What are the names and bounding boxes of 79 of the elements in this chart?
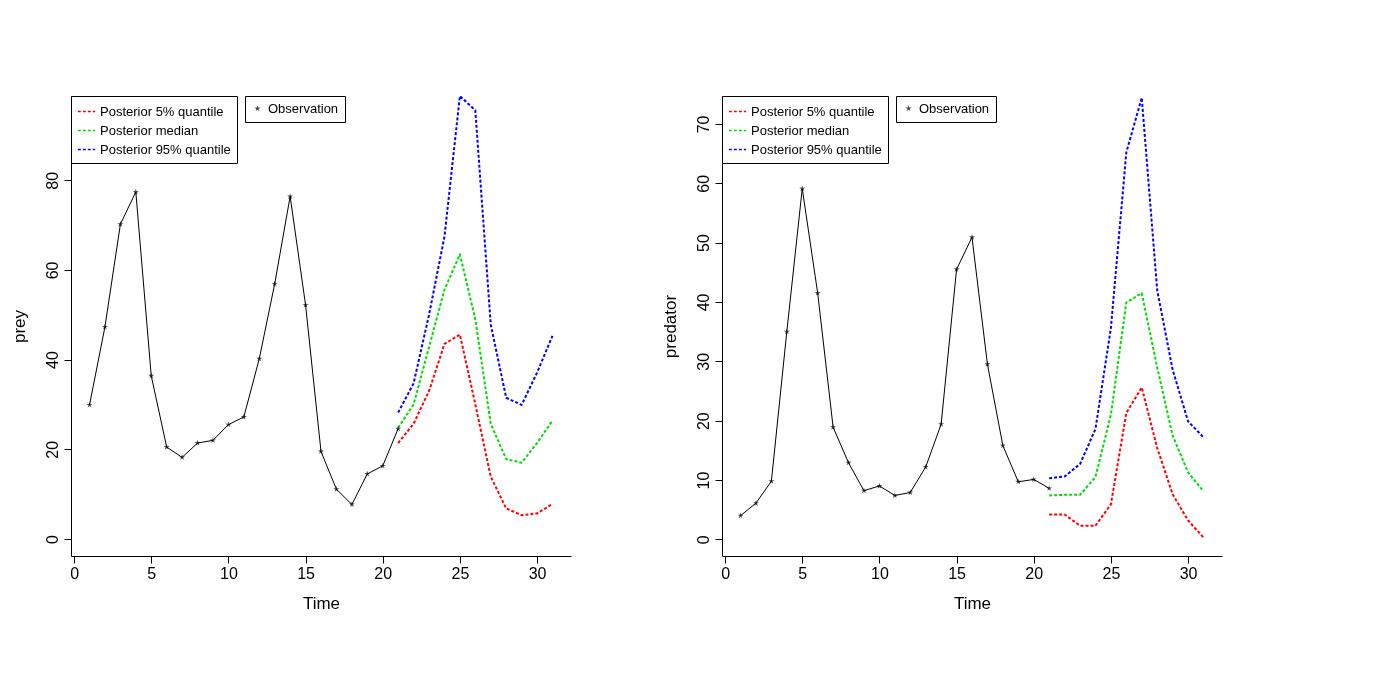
- point: [830, 424, 837, 430]
- line-series: [1048, 292, 1205, 497]
- x-tick-label: 30: [528, 564, 547, 582]
- x-tick-label: 25: [1102, 564, 1121, 582]
- line-series: [397, 253, 554, 464]
- point: [737, 512, 744, 519]
- point: [318, 448, 324, 455]
- point: [117, 221, 124, 227]
- y-tick-label: 70: [694, 115, 712, 134]
- point: [333, 486, 340, 492]
- point: [1030, 476, 1037, 482]
- point: [891, 492, 898, 499]
- point: [256, 355, 263, 362]
- point: [752, 500, 759, 506]
- y-tick-label: 30: [694, 352, 712, 371]
- point: [860, 487, 867, 494]
- x-tick-label: 15: [948, 564, 967, 582]
- point: [271, 280, 278, 287]
- point: [364, 470, 371, 477]
- x-tick-label: 0: [70, 564, 80, 582]
- point: [209, 437, 216, 443]
- line-series: [1048, 386, 1205, 539]
- point: [984, 361, 991, 367]
- point: [1046, 485, 1053, 491]
- point: [163, 443, 170, 450]
- legend-label: Posterior 5% quantile: [751, 103, 875, 119]
- point: [287, 193, 294, 199]
- point: [845, 459, 852, 466]
- line-series: [397, 96, 554, 414]
- y-tick-label: 60: [694, 174, 712, 193]
- legend-label: Observation: [268, 100, 339, 116]
- line-series: [397, 333, 554, 517]
- x-tick-label: 20: [374, 564, 393, 582]
- x-tick-label: 10: [871, 564, 889, 582]
- y-tick-label: 80: [43, 171, 61, 190]
- legend-label: Posterior median: [100, 122, 199, 138]
- x-tick-label: 10: [220, 564, 238, 582]
- y-tick-label: 20: [694, 412, 712, 431]
- y-tick-label: 20: [43, 440, 61, 459]
- x-tick-label: 5: [798, 564, 808, 582]
- point: [179, 454, 186, 460]
- x-tick-label: 20: [1025, 564, 1044, 582]
- point: [302, 301, 309, 308]
- x-axis-title: Time: [953, 593, 992, 613]
- point: [1015, 478, 1022, 485]
- x-tick-label: 30: [1179, 564, 1198, 582]
- y-tick-label: 0: [43, 534, 61, 544]
- point: [799, 185, 806, 192]
- x-tick-label: 5: [147, 564, 157, 582]
- point: [969, 234, 975, 240]
- line-series: [1048, 96, 1205, 480]
- y-tick-label: 10: [694, 471, 712, 490]
- legend-label: Posterior 95% quantile: [751, 141, 882, 157]
- legend-label: Observation: [919, 100, 990, 116]
- x-tick-label: 25: [451, 564, 470, 582]
- point: [876, 482, 883, 489]
- x-tick-label: 15: [297, 564, 316, 582]
- y-tick-label: 40: [43, 351, 61, 370]
- legend-label: Posterior 95% quantile: [100, 141, 231, 157]
- y-axis-title: predator: [660, 294, 680, 359]
- point: [240, 413, 247, 420]
- y-tick-label: 0: [694, 535, 712, 545]
- point: [768, 478, 775, 484]
- x-tick-label: 0: [721, 564, 731, 582]
- point: [922, 463, 929, 470]
- legend-label: Posterior 5% quantile: [100, 103, 224, 119]
- point: [814, 289, 821, 296]
- point: [379, 462, 386, 469]
- point: [938, 421, 945, 427]
- y-tick-label: 50: [694, 234, 712, 252]
- point: [953, 266, 960, 272]
- y-axis-title: prey: [9, 309, 29, 344]
- point: [86, 401, 93, 408]
- y-tick-label: 40: [694, 293, 712, 312]
- point: [348, 501, 355, 507]
- y-tick-label: 60: [43, 261, 61, 280]
- point: [194, 439, 201, 446]
- legend-label: Posterior median: [751, 122, 850, 138]
- x-axis-title: Time: [302, 593, 341, 613]
